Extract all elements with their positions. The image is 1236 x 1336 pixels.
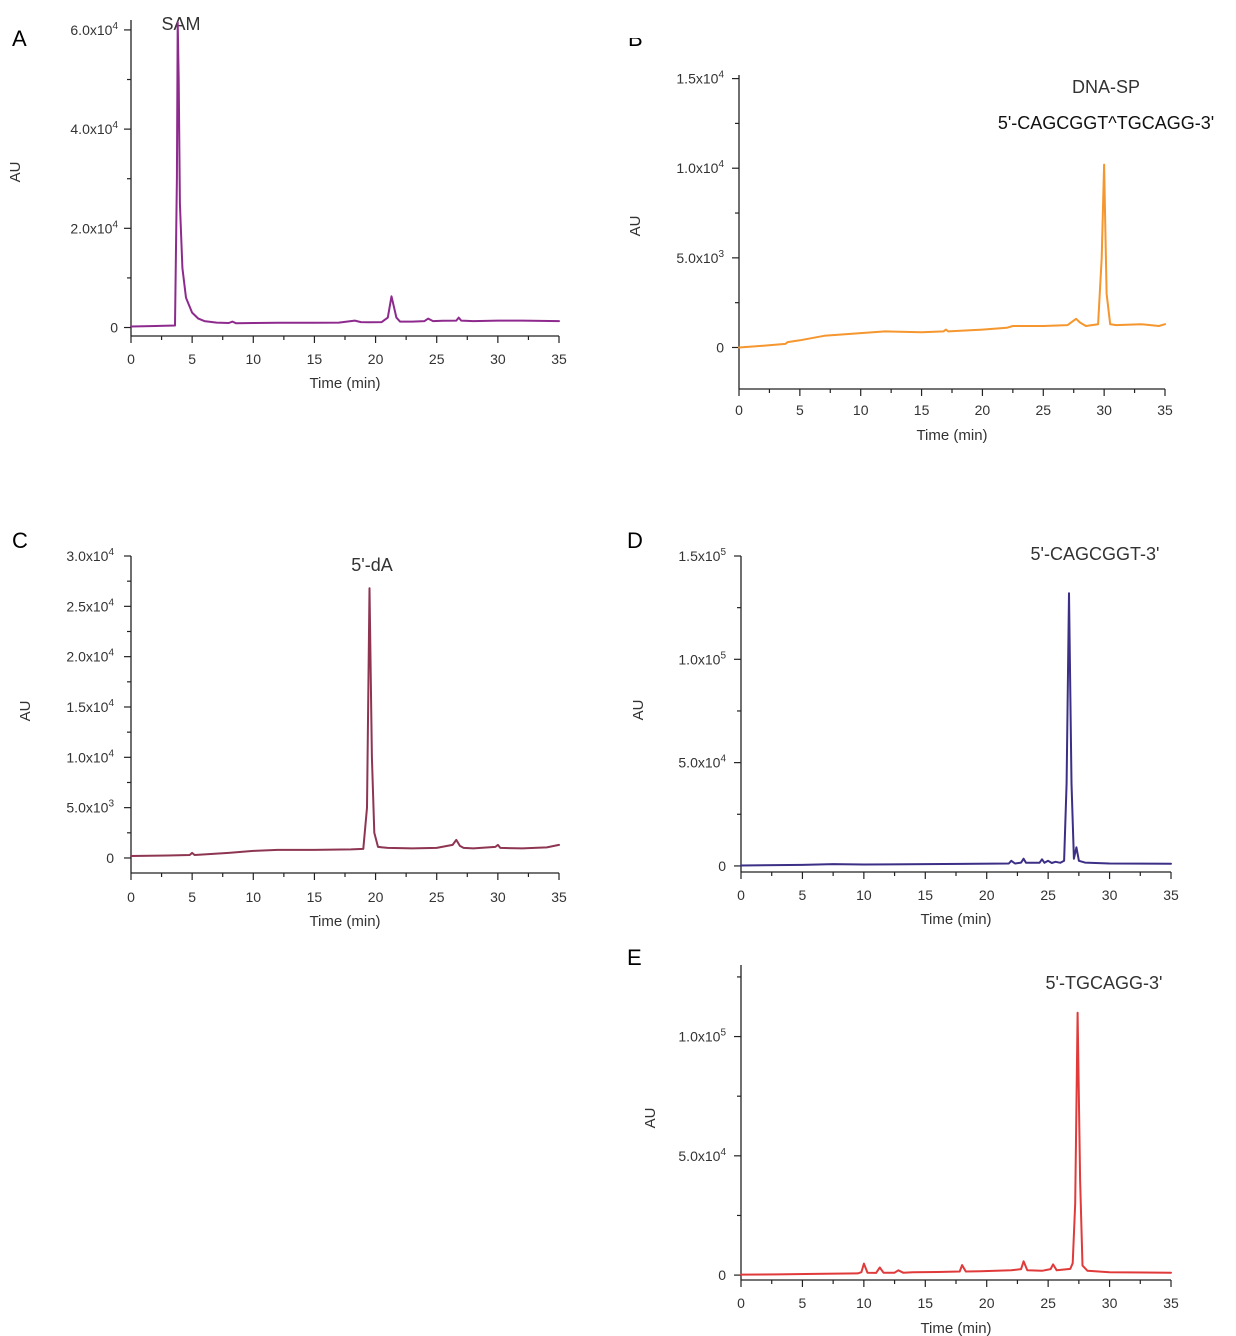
x-tick-label: 0 — [735, 402, 743, 418]
x-tick-label: 20 — [368, 351, 384, 367]
x-tick-label: 0 — [127, 351, 135, 367]
x-tick-label: 25 — [429, 889, 445, 905]
x-axis-title: Time (min) — [916, 427, 987, 444]
y-tick-label: 1.0x104 — [676, 159, 724, 176]
y-tick-label: 0 — [716, 339, 724, 355]
y-tick-label: 5.0x104 — [678, 754, 726, 771]
x-tick-label: 30 — [490, 351, 506, 367]
chart-panel-b: B 0 5 10 15 20 25 30 35 0 5.0x103 1.0x104 1.5x104 Tim… — [627, 26, 1214, 444]
x-tick-label: 10 — [856, 1295, 872, 1311]
x-tick-label: 10 — [245, 889, 261, 905]
x-tick-label: 25 — [1040, 887, 1056, 903]
y-tick-label: 1.5x105 — [678, 547, 726, 564]
y-axis-title: AU — [642, 1108, 659, 1129]
y-tick-label: 5.0x104 — [678, 1147, 726, 1164]
y-axis-title: AU — [7, 162, 24, 183]
x-axis-title: Time (min) — [309, 375, 380, 392]
x-tick-label: 0 — [127, 889, 135, 905]
x-tick-label: 5 — [188, 351, 196, 367]
y-tick-label: 0 — [718, 1267, 726, 1283]
x-tick-label: 15 — [914, 402, 930, 418]
x-axis-title: Time (min) — [309, 913, 380, 930]
peak-annotation: 5'-TGCAGG-3' — [1046, 973, 1163, 993]
chart-panel-a: A 0 5 10 15 20 25 30 35 0 2.0x104 4.0x104 6.0x104 Tim… — [7, 14, 567, 392]
x-tick-label: 5 — [799, 887, 807, 903]
panel-letter-d: D — [627, 528, 643, 553]
y-tick-label: 1.5x104 — [676, 70, 724, 87]
x-tick-label: 30 — [1096, 402, 1112, 418]
peak-annotation: SAM — [161, 14, 200, 34]
y-tick-label: 2.0x104 — [70, 219, 118, 236]
y-tick-label: 0 — [718, 858, 726, 874]
chromatogram-trace — [740, 1011, 1172, 1276]
x-tick-label: 25 — [429, 351, 445, 367]
chromatogram-trace — [740, 592, 1172, 867]
x-tick-label: 5 — [188, 889, 196, 905]
x-tick-label: 35 — [1157, 402, 1173, 418]
y-tick-label: 2.0x104 — [66, 648, 114, 665]
panel-letter-b: B — [628, 26, 643, 51]
x-tick-label: 10 — [853, 402, 869, 418]
x-tick-label: 15 — [307, 351, 323, 367]
x-tick-label: 15 — [917, 887, 933, 903]
chart-panel-d: D 0 5 10 15 20 25 30 35 0 5.0x104 1.0x105 1.5x105 Tim… — [627, 528, 1179, 928]
x-tick-label: 30 — [490, 889, 506, 905]
y-tick-label: 0 — [106, 850, 114, 866]
x-tick-label: 20 — [979, 1295, 995, 1311]
x-tick-label: 35 — [551, 889, 567, 905]
x-tick-label: 35 — [551, 351, 567, 367]
peak-annotation: DNA-SP — [1072, 77, 1140, 97]
y-tick-label: 5.0x103 — [66, 799, 114, 816]
y-tick-label: 1.0x105 — [678, 650, 726, 667]
chart-panel-e: E 0 5 10 15 20 25 30 35 0 5.0x104 1.0x105 Time (min)… — [627, 945, 1179, 1336]
x-tick-label: 20 — [979, 887, 995, 903]
x-axis-title: Time (min) — [920, 911, 991, 928]
y-tick-label: 2.5x104 — [66, 597, 114, 614]
x-tick-label: 0 — [737, 887, 745, 903]
chromatogram-trace — [738, 163, 1166, 349]
x-tick-label: 25 — [1035, 402, 1051, 418]
x-tick-label: 5 — [796, 402, 804, 418]
x-tick-label: 30 — [1102, 1295, 1118, 1311]
chart-panel-c: C 0 5 10 15 20 25 30 35 0 5.0x103 1.0x104 1.5x104 2.0… — [12, 528, 567, 930]
y-axis-title: AU — [627, 216, 644, 237]
x-tick-label: 10 — [856, 887, 872, 903]
panel-letter-e: E — [627, 945, 642, 970]
x-tick-label: 35 — [1163, 1295, 1179, 1311]
y-tick-label: 0 — [110, 320, 118, 336]
peak-annotation: 5'-CAGCGGT-3' — [1031, 544, 1160, 564]
x-tick-label: 25 — [1040, 1295, 1056, 1311]
y-axis-title: AU — [17, 701, 34, 722]
x-tick-label: 15 — [917, 1295, 933, 1311]
x-tick-label: 20 — [975, 402, 991, 418]
x-tick-label: 15 — [307, 889, 323, 905]
x-tick-label: 35 — [1163, 887, 1179, 903]
chromatogram-trace — [130, 21, 560, 328]
y-tick-label: 1.5x104 — [66, 698, 114, 715]
panel-letter-c: C — [12, 528, 28, 553]
y-tick-label: 1.0x104 — [66, 748, 114, 765]
x-tick-label: 5 — [799, 1295, 807, 1311]
y-tick-label: 3.0x104 — [66, 547, 114, 564]
x-axis-title: Time (min) — [920, 1320, 991, 1336]
x-tick-label: 0 — [737, 1295, 745, 1311]
chromatogram-trace — [130, 587, 560, 857]
y-tick-label: 1.0x105 — [678, 1028, 726, 1045]
y-tick-label: 4.0x104 — [70, 120, 118, 137]
y-tick-label: 6.0x104 — [70, 21, 118, 38]
x-tick-label: 30 — [1102, 887, 1118, 903]
y-axis-title: AU — [630, 700, 647, 721]
peak-annotation: 5'-dA — [351, 555, 392, 575]
y-tick-label: 5.0x103 — [676, 249, 724, 266]
x-tick-label: 10 — [245, 351, 261, 367]
panel-letter-a: A — [12, 26, 27, 51]
peak-annotation: 5'-CAGCGGT^TGCAGG-3' — [998, 113, 1214, 133]
x-tick-label: 20 — [368, 889, 384, 905]
